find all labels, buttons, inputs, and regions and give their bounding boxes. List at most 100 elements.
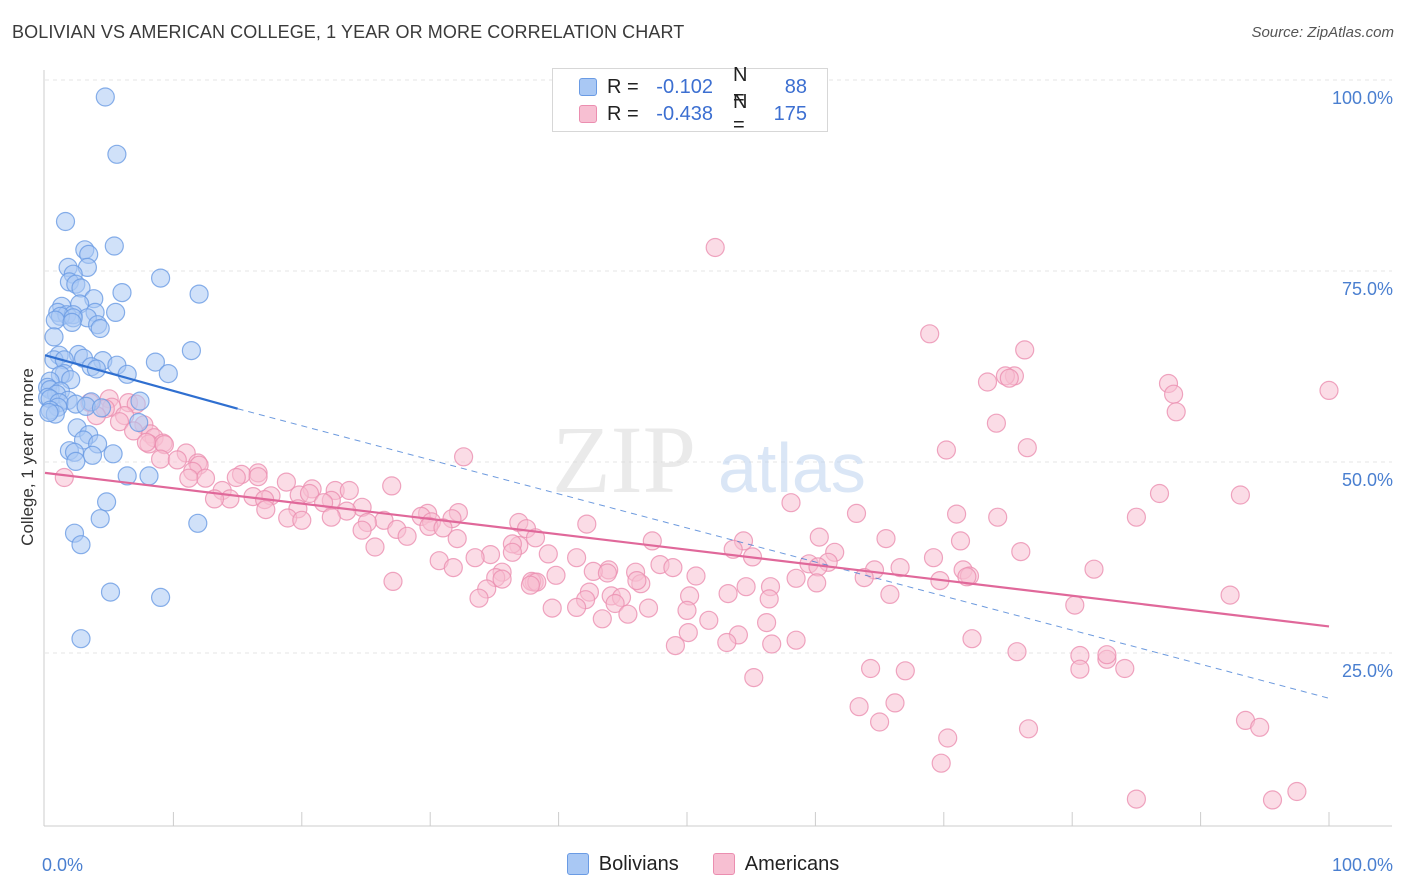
bolivian-point — [129, 412, 149, 433]
american-point — [869, 712, 890, 732]
american-point — [1319, 380, 1339, 400]
american-point — [663, 557, 683, 578]
american-point — [846, 503, 867, 524]
r-value: -0.102 — [656, 75, 713, 98]
american-point — [454, 447, 474, 467]
american-point — [1126, 789, 1147, 809]
american-point — [597, 563, 618, 583]
american-point — [1097, 645, 1117, 665]
american-point — [627, 570, 647, 591]
american-point — [465, 548, 485, 568]
american-point — [923, 548, 944, 568]
american-point — [1018, 719, 1039, 739]
american-point — [339, 480, 359, 501]
legend-item-bolivians[interactable]: Bolivians — [566, 852, 679, 876]
bolivian-point — [188, 513, 208, 533]
american-point — [699, 610, 719, 630]
american-point — [54, 467, 74, 488]
american-point — [592, 609, 612, 629]
american-point — [502, 542, 523, 562]
n-label: N = — [733, 64, 748, 109]
bolivian-point — [189, 284, 209, 304]
legend-row-bolivians: R = -0.102 N = 88 — [579, 64, 807, 109]
american-point — [256, 500, 276, 520]
american-point — [1007, 642, 1027, 662]
y-tick-label: 75.0% — [1342, 279, 1393, 299]
american-point — [665, 635, 686, 656]
americans-swatch — [712, 853, 735, 875]
american-point — [179, 468, 199, 488]
american-point — [292, 510, 312, 530]
american-point — [781, 493, 801, 513]
y-tick-label: 50.0% — [1342, 470, 1393, 490]
american-point — [525, 528, 546, 548]
american-point — [1220, 585, 1240, 605]
n-value: 175 — [773, 102, 807, 125]
american-point — [849, 697, 869, 717]
legend-item-americans[interactable]: Americans — [712, 852, 840, 876]
bolivian-point — [71, 535, 91, 555]
american-point — [1015, 340, 1035, 360]
american-point — [717, 632, 737, 653]
american-point — [705, 237, 725, 258]
american-point — [1149, 483, 1170, 504]
american-point — [988, 507, 1008, 527]
american-point — [566, 597, 587, 618]
bolivian-point — [96, 492, 117, 512]
american-point — [577, 514, 597, 534]
bolivian-point — [91, 398, 112, 418]
american-point — [1017, 438, 1037, 458]
bolivian-point — [112, 283, 132, 303]
american-point — [677, 600, 697, 621]
legend-label-americans: Americans — [744, 852, 840, 875]
bolivian-point — [130, 391, 150, 411]
bolivian-point — [158, 364, 178, 384]
american-point — [276, 472, 296, 492]
american-point — [957, 567, 977, 587]
grid-lines — [45, 79, 1392, 654]
american-point — [890, 557, 910, 578]
bolivian-point — [90, 509, 110, 529]
american-point — [1163, 384, 1184, 404]
watermark: ZIP atlas — [552, 406, 866, 513]
american-point — [1166, 402, 1186, 422]
american-point — [299, 483, 320, 504]
n-label: N = — [733, 91, 748, 136]
r-value: -0.438 — [656, 102, 713, 125]
american-point — [1262, 790, 1283, 810]
bolivians-trend-line — [44, 354, 238, 410]
american-point — [226, 467, 246, 488]
american-point — [1250, 717, 1270, 737]
x-tick-label: 0.0% — [42, 855, 83, 875]
bolivian-point — [181, 341, 201, 361]
legend-row-americans: R = -0.438 N = 175 — [579, 91, 807, 136]
bolivian-point — [105, 302, 126, 322]
bolivian-point — [107, 144, 127, 164]
american-point — [736, 577, 756, 597]
american-point — [542, 598, 562, 618]
bolivian-point — [82, 445, 103, 465]
american-point — [1126, 507, 1147, 527]
american-point — [618, 604, 638, 624]
bolivian-point — [45, 310, 65, 330]
y-tick-label: 25.0% — [1342, 661, 1393, 681]
american-point — [946, 504, 967, 524]
american-point — [744, 667, 764, 688]
tick-labels: 100.0% 75.0% 50.0% 25.0% 0.0% 100.0% — [42, 88, 1393, 875]
american-point — [762, 634, 782, 654]
american-point — [1065, 595, 1085, 615]
americans-swatch — [579, 105, 597, 123]
american-point — [986, 413, 1007, 433]
american-point — [977, 372, 998, 392]
stats-legend: R = -0.102 N = 88 R = -0.438 N = 175 — [552, 64, 828, 136]
american-point — [151, 449, 171, 469]
american-point — [678, 622, 698, 643]
american-point — [999, 368, 1019, 388]
american-point — [962, 629, 982, 649]
legend-label-bolivians: Bolivians — [598, 852, 679, 875]
bolivian-point — [139, 466, 159, 486]
american-point — [1287, 781, 1307, 802]
bolivian-point — [151, 587, 171, 608]
american-point — [195, 468, 216, 488]
